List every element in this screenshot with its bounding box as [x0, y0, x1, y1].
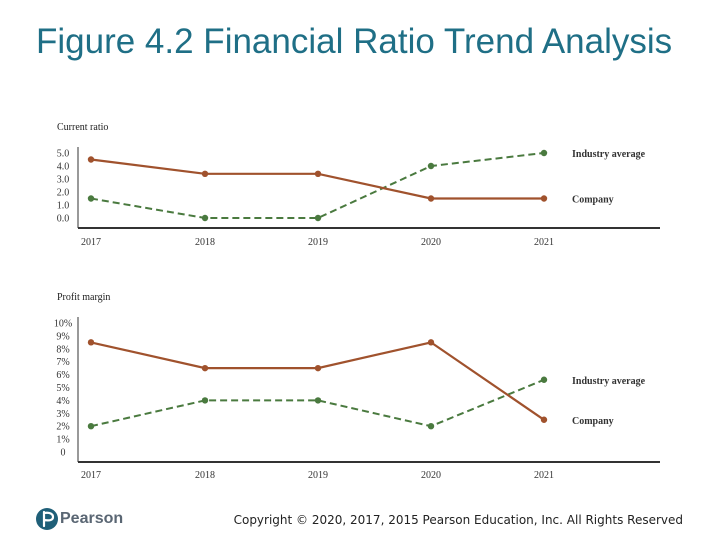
data-point [540, 416, 548, 423]
y-tick-label: 4.0 [57, 162, 70, 173]
x-tick-label: 2019 [308, 237, 328, 248]
data-point [427, 423, 435, 430]
legend-label: Company [572, 416, 614, 427]
legend-label: Industry average [572, 149, 646, 160]
copyright-text: Copyright © 2020, 2017, 2015 Pearson Edu… [233, 513, 683, 527]
y-tick-label: 9% [56, 331, 69, 342]
pearson-logo-icon [36, 508, 58, 530]
series-line-company [90, 158, 544, 200]
x-tick-label: 2018 [195, 470, 215, 480]
data-point [314, 170, 322, 177]
data-point [427, 339, 435, 346]
legend-label: Company [572, 195, 614, 206]
data-point [87, 195, 95, 202]
y-tick-label: 3% [56, 409, 69, 420]
pearson-logo-text: Pearson [60, 510, 124, 527]
data-point [314, 214, 322, 222]
series-line-industry-average [90, 378, 545, 428]
y-tick-label: 7% [56, 357, 69, 368]
profit-margin-chart: Profit margin 10%9% 8% 7% 6% 5% 4% 3% 2% 1% 0 2017 2… [54, 292, 660, 480]
data-point [427, 195, 435, 202]
data-point [201, 214, 209, 222]
y-tick-label: 1% [56, 435, 69, 446]
y-tick-label: 2.0 [57, 188, 70, 199]
data-point [201, 364, 209, 372]
data-point [540, 149, 548, 157]
data-point [427, 162, 435, 170]
series-line-industry-average [90, 152, 545, 219]
y-tick-label: 4% [56, 396, 69, 407]
chart-title: Profit margin [57, 292, 110, 303]
y-tick-label: 0 [61, 448, 66, 459]
legend-label: Industry average [572, 376, 646, 387]
slide-title: Figure 4.2 Financial Ratio Trend Analysi… [36, 22, 673, 61]
current-ratio-chart: Current ratio 5.0 4.0 3.0 2.0 1.0 0.0 2017 2018 2… [57, 122, 660, 248]
x-tick-label: 2021 [534, 237, 554, 248]
data-point [314, 397, 322, 404]
data-point [87, 156, 95, 163]
data-point [314, 364, 322, 372]
x-tick-label: 2018 [195, 237, 215, 248]
y-tick-label: 1.0 [57, 201, 70, 212]
x-tick-label: 2017 [81, 470, 101, 480]
y-tick-label: 5.0 [57, 149, 70, 160]
data-point [87, 423, 95, 430]
y-tick-label: 5% [56, 383, 69, 394]
y-tick-label: 3.0 [57, 175, 70, 186]
y-tick-label: 8% [56, 344, 69, 355]
y-tick-label: 6% [56, 370, 69, 381]
data-point [87, 339, 95, 346]
x-tick-label: 2021 [534, 470, 554, 480]
y-tick-label: 2% [56, 422, 69, 433]
data-point [540, 195, 548, 202]
x-tick-label: 2020 [421, 237, 441, 248]
y-tick-label: 0.0 [57, 214, 70, 225]
data-point [540, 376, 548, 383]
chart-title: Current ratio [57, 122, 108, 133]
x-tick-label: 2017 [81, 237, 101, 248]
data-point [201, 170, 209, 177]
y-tick-label: 10% [54, 319, 72, 330]
x-tick-label: 2019 [308, 470, 328, 480]
series-line-company [90, 341, 545, 421]
x-tick-label: 2020 [421, 470, 441, 480]
data-point [201, 397, 209, 404]
